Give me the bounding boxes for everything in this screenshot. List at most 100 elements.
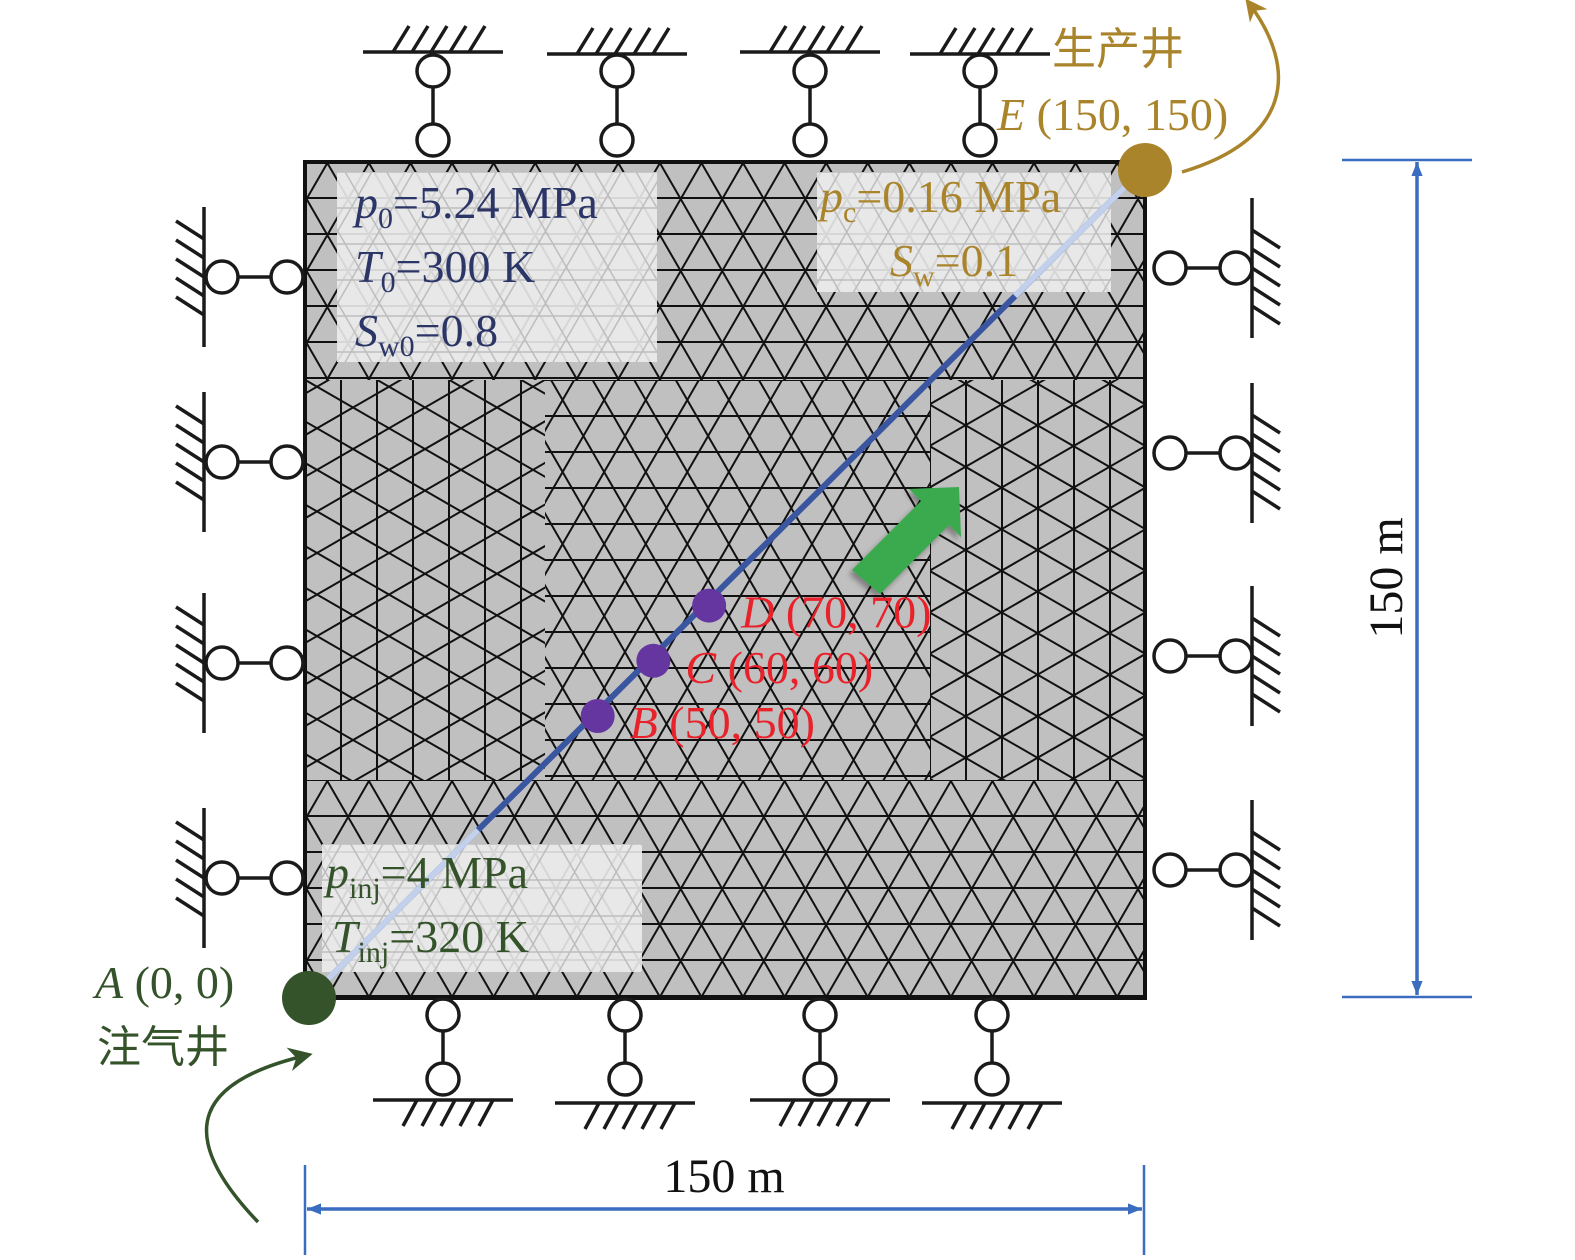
mesh-left: [307, 380, 545, 780]
dimension-label-height: 150 m: [1360, 517, 1413, 638]
roller-icon: [1218, 638, 1254, 674]
roller-icon: [269, 259, 305, 295]
monitor-point-letter: C: [685, 642, 717, 693]
roller-icon: [802, 1061, 838, 1097]
roller-icon: [962, 122, 998, 158]
injection-conditions-box: [322, 844, 642, 972]
roller-icon: [599, 53, 635, 89]
roller-icon: [415, 122, 451, 158]
support-top-2: [547, 27, 687, 158]
mesh-right: [930, 380, 1143, 780]
injection-well-label: A (0, 0) 注气井: [92, 957, 234, 1073]
initial-pressure: p0=5.24 MPa: [352, 177, 598, 235]
roller-icon: [269, 645, 305, 681]
monitor-point-letter: B: [630, 697, 658, 748]
support-right-3: [1152, 586, 1281, 726]
roller-icon: [204, 444, 240, 480]
flow-direction-arrow: [852, 487, 961, 594]
roller-icon: [425, 1061, 461, 1097]
monitor-point-C: C (60, 60): [636, 642, 873, 693]
monitor-point-marker: [580, 699, 615, 733]
roller-icon: [204, 645, 240, 681]
monitor-point-marker: [692, 588, 727, 623]
roller-icon: [802, 997, 838, 1033]
fracture-line-light-upper: [1012, 179, 1133, 299]
support-bottom-1: [373, 997, 513, 1127]
mesh-faint-production-lines: [817, 172, 1111, 292]
support-bottom-3: [750, 997, 890, 1127]
monitor-point-D: D (70, 70): [692, 587, 932, 638]
monitor-point-letter: D: [740, 587, 774, 638]
boundary-supports: [175, 25, 1281, 1130]
mesh-faint-initial: [337, 172, 657, 362]
injection-pressure: pinj=4 MPa: [323, 847, 528, 905]
monitor-point-label: B (50, 50): [630, 697, 815, 748]
mesh-faint-injection-lines: [322, 844, 642, 972]
roller-icon: [792, 53, 828, 89]
production-well-marker: [1118, 143, 1172, 197]
mesh-faint-initial-lines: [337, 172, 657, 362]
support-top-1: [363, 25, 503, 158]
injection-arrow-icon: [204, 1047, 313, 1224]
support-left-3: [175, 593, 305, 733]
injection-temperature: Tinj=320 K: [332, 911, 529, 969]
production-well-name: 生产井: [1052, 24, 1184, 75]
roller-icon: [1152, 852, 1188, 888]
roller-icon: [974, 1061, 1010, 1097]
dimension-horizontal: 150 m: [303, 1150, 1146, 1255]
support-right-2: [1152, 383, 1281, 523]
production-water-saturation: Sw=0.1: [890, 235, 1018, 293]
roller-icon: [607, 997, 643, 1033]
monitor-point-marker: [636, 643, 671, 678]
fracture-line-light-lower: [315, 827, 481, 992]
mesh-faint-production: [817, 172, 1111, 292]
injection-conditions: pinj=4 MPa Tinj=320 K: [323, 847, 529, 969]
support-left-2: [175, 392, 305, 532]
roller-icon: [1218, 435, 1254, 471]
monitor-point-coords: (70, 70): [774, 587, 931, 638]
roller-icon: [792, 122, 828, 158]
production-conditions: pc=0.16 MPa Sw=0.1: [817, 171, 1061, 293]
mesh-left-lines: [307, 380, 545, 780]
mesh-center-lines: [545, 380, 930, 780]
monitor-points: B (50, 50)C (60, 60)D (70, 70): [580, 587, 932, 748]
domain-boundary: [303, 160, 1147, 1000]
mesh-center: [545, 380, 930, 780]
production-pressure: pc=0.16 MPa: [817, 171, 1061, 229]
support-right-1: [1152, 198, 1281, 338]
roller-icon: [599, 122, 635, 158]
roller-icon: [1218, 250, 1254, 286]
mesh-under-labels: [322, 172, 1111, 972]
roller-icon: [1152, 638, 1188, 674]
dimension-vertical: 150 m: [1342, 158, 1472, 999]
roller-icon: [269, 444, 305, 480]
support-bottom-4: [922, 997, 1062, 1130]
injection-well-marker: [282, 971, 336, 1025]
roller-icon: [204, 259, 240, 295]
roller-icon: [1152, 250, 1188, 286]
monitor-point-label: C (60, 60): [685, 642, 873, 693]
initial-conditions: p0=5.24 MPa T0=300 K Sw0=0.8: [352, 177, 598, 363]
production-arrow-icon: [1181, 0, 1281, 174]
monitor-point-coords: (50, 50): [658, 697, 815, 748]
support-left-1: [175, 207, 305, 347]
support-right-4: [1152, 800, 1281, 940]
initial-temperature: T0=300 K: [355, 241, 535, 299]
roller-icon: [607, 1061, 643, 1097]
support-top-3: [740, 25, 880, 158]
roller-icon: [425, 997, 461, 1033]
mesh-faint-injection: [322, 844, 642, 972]
mesh-right-lines: [930, 380, 1143, 780]
initial-water-saturation: Sw0=0.8: [355, 305, 498, 363]
roller-icon: [415, 53, 451, 89]
roller-icon: [269, 860, 305, 896]
roller-icon: [962, 53, 998, 89]
support-left-4: [175, 808, 305, 948]
injection-well-name: 注气井: [97, 1022, 229, 1073]
green-arrow-icon: [852, 487, 961, 594]
roller-icon: [1218, 852, 1254, 888]
fracture-line: [306, 169, 1143, 1001]
support-top-4: [910, 27, 1050, 158]
roller-icon: [974, 997, 1010, 1033]
